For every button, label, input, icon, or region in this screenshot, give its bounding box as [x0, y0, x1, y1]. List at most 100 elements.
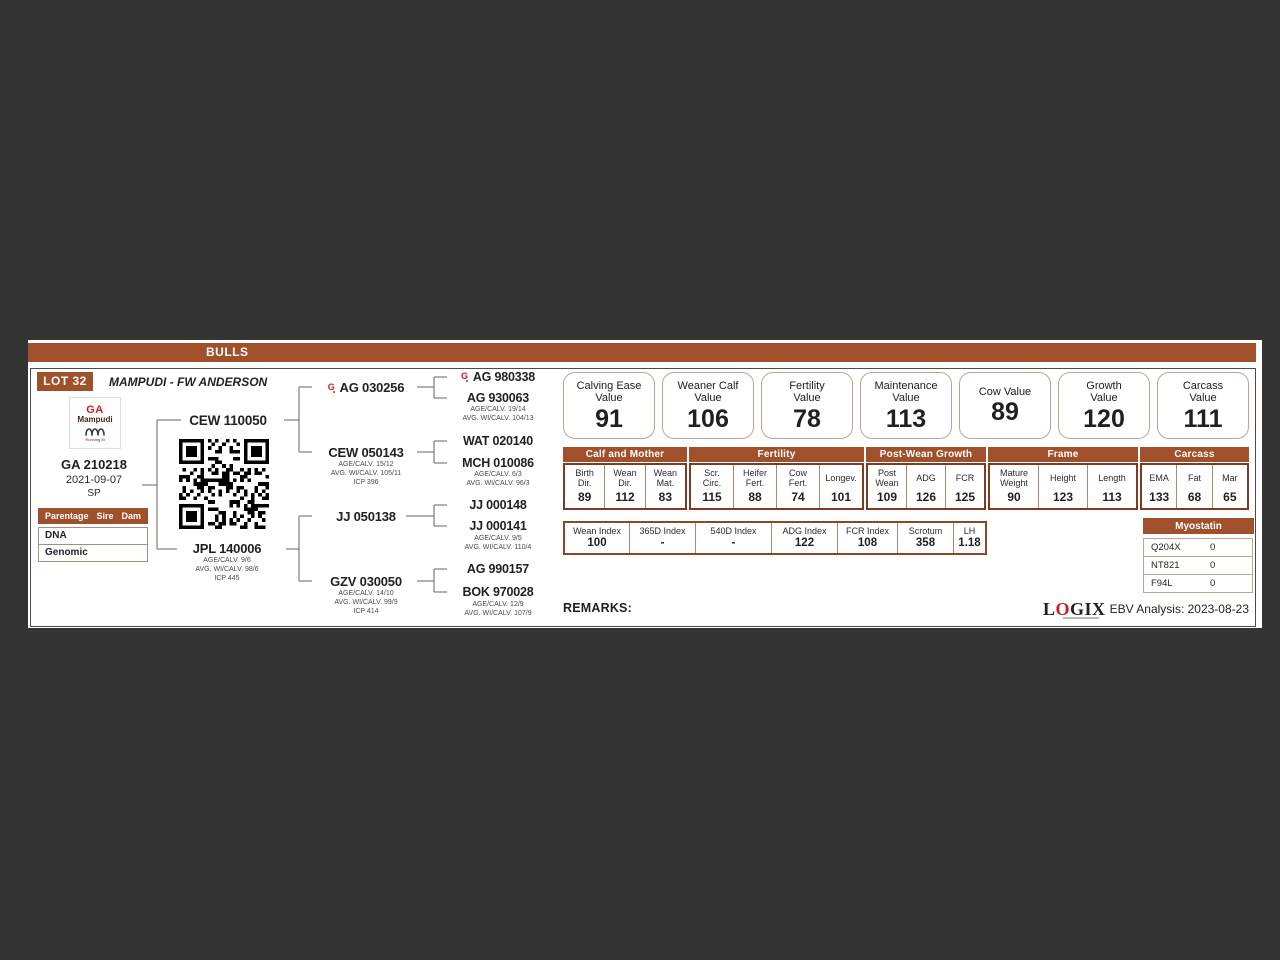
sire-dam-id: CEW 050143 — [328, 445, 404, 460]
gen3-id: AG 930063 — [466, 391, 530, 405]
section-title: BULLS — [206, 345, 249, 359]
value-box-fertility: Fertility Value 78 — [761, 372, 853, 439]
ebv-cell: ADG 126 — [906, 465, 945, 508]
index-cell: FCR Index 108 — [837, 523, 897, 553]
value-box-cow: Cow Value 89 — [959, 372, 1051, 439]
ebv-cell: Length 113 — [1087, 465, 1136, 508]
stud-logo-name: Mampudi — [77, 414, 113, 424]
parentage-col-sire: Sire — [96, 511, 114, 521]
index-cell: Scrotum 358 — [897, 523, 953, 553]
myostatin-row: NT821 0 — [1143, 556, 1253, 575]
index-cell: LH 1.18 — [953, 523, 985, 553]
catalog-page: BULLS LOT 32 MAMPUDI - FW ANDERSON — [28, 340, 1262, 628]
stat-line: AVG. WI/CALV. 110/4 — [464, 544, 532, 551]
stat-line: AGE/CALV. 15/12 — [338, 461, 394, 468]
ebv-cell: Longev. 101 — [819, 465, 862, 508]
stat-line: ICP 414 — [353, 608, 379, 615]
gen3-id: G AG 980338 — [461, 370, 535, 384]
myostatin-row: Q204X 0 — [1143, 538, 1253, 557]
stat-line: AGE/CALV. 14/10 — [338, 590, 394, 597]
subject-status: SP — [87, 488, 101, 499]
remarks-label: REMARKS: — [563, 601, 632, 615]
ebv-cell: Fat 68 — [1176, 465, 1211, 508]
running-m-brand-icon — [85, 427, 105, 436]
value-box-maintenance: Maintenance Value 113 — [860, 372, 952, 439]
ebv-cell: Birth Dir. 89 — [575, 467, 594, 505]
index-cell: 365D Index - — [629, 523, 695, 553]
value-box-growth: Growth Value 120 — [1058, 372, 1150, 439]
index-cell: ADG Index 122 — [771, 523, 837, 553]
dam-dam-id: GZV 030050 — [330, 574, 402, 589]
parentage-col-parentage: Parentage — [45, 511, 89, 521]
logix-logo-subtext — [1063, 617, 1099, 619]
dam-stat-line: AGE/CALV. 9/6 — [203, 557, 251, 564]
gen3-id: JJ 000148 — [469, 498, 527, 512]
subject-birth-date: 2021-09-07 — [65, 474, 123, 486]
lot-number-badge: LOT 32 — [37, 372, 93, 391]
performance-flag-icon: G — [327, 382, 335, 392]
lot-card: LOT 32 MAMPUDI - FW ANDERSON GA Mampudi … — [30, 368, 1256, 627]
stat-line: AVG. WI/CALV. 99/9 — [334, 599, 398, 606]
breeder-name: MAMPUDI - FW ANDERSON — [109, 375, 268, 389]
ebv-group-frame: Frame Mature Weight 90 Height 123 Length 11… — [988, 447, 1138, 510]
myostatin-row: F94L 0 — [1143, 574, 1253, 593]
parentage-col-dam: Dam — [121, 511, 141, 521]
ebv-cell: Height 123 — [1038, 465, 1087, 508]
gen3-id: MCH 010086 — [462, 456, 534, 470]
stat-line: AVG. WI/CALV. 107/9 — [464, 610, 532, 617]
section-header-bar: BULLS — [28, 343, 1256, 362]
stat-line: AGE/CALV. 6/3 — [474, 471, 522, 478]
index-table: Wean Index 100 365D Index - 540D Index - AD… — [563, 521, 987, 555]
parentage-table-header: Parentage Sire Dam — [38, 508, 148, 524]
ebv-cell: Heifer Fert. 88 — [733, 465, 776, 508]
ebv-cell: Post Wean 109 — [875, 467, 899, 505]
value-box-weaner-calf: Weaner Calf Value 106 — [662, 372, 754, 439]
dam-sire-id: JJ 050138 — [336, 509, 396, 524]
ebv-cell: Mature Weight 90 — [999, 467, 1028, 505]
stat-line: ICP 396 — [353, 479, 379, 486]
stat-line: AVG. WI/CALV. 96/3 — [466, 480, 530, 487]
gen3-id: JJ 000141 — [469, 519, 527, 533]
stat-line: AGE/CALV. 12/9 — [472, 601, 524, 608]
dam-stat-line: AVG. WI/CALV. 98/6 — [195, 566, 259, 573]
stud-logo-initials: GA — [86, 403, 104, 416]
gen3-id: BOK 970028 — [462, 585, 534, 599]
stat-line: AVG. WI/CALV. 105/11 — [330, 470, 402, 477]
value-box-calving-ease: Calving Ease Value 91 — [563, 372, 655, 439]
stat-line: AGE/CALV. 9/5 — [474, 535, 522, 542]
ebv-cell: Scr. Circ. 115 — [702, 467, 722, 505]
ebv-group-fertility: Fertility Scr. Circ. 115 Heifer Fert. 88 C… — [689, 447, 864, 510]
sire-sire-id: G AG 030256 — [327, 380, 405, 395]
ebv-cell: Cow Fert. 74 — [776, 465, 819, 508]
gen3-id: WAT 020140 — [462, 434, 534, 448]
stat-line: AVG. WI/CALV. 104/13 — [462, 415, 534, 422]
ebv-cell: Wean Dir. 112 — [604, 465, 644, 508]
gen3-id: AG 990157 — [466, 562, 530, 576]
qr-code — [179, 439, 269, 529]
stat-line: AGE/CALV. 19/14 — [470, 406, 526, 413]
ebv-group-calf-and-mother: Calf and Mother Birth Dir. 89 Wean Dir. 11… — [563, 447, 687, 510]
dam-stat-line: ICP 445 — [214, 575, 240, 582]
ebv-group-post-wean-growth: Post-Wean Growth Post Wean 109 ADG 126 FCR… — [866, 447, 986, 510]
stud-logo-caption: Running M — [85, 436, 105, 442]
logix-logo: LOGIX — [1043, 599, 1106, 619]
index-cell: Wean Index 100 — [573, 526, 621, 549]
sire-id: CEW 110050 — [189, 413, 267, 428]
performance-flag-icon: G — [461, 371, 468, 381]
subject-animal-id: GA 210218 — [60, 457, 127, 472]
ebv-analysis-date: EBV Analysis: 2023-08-23 — [1109, 602, 1249, 616]
ebv-cell: Wean Mat. 83 — [644, 465, 685, 508]
index-cell: 540D Index - — [695, 523, 771, 553]
ebv-cell: FCR 125 — [945, 465, 984, 508]
myostatin-header: Myostatin — [1143, 518, 1254, 534]
ebv-cell: EMA 133 — [1149, 472, 1170, 505]
ebv-group-carcass: Carcass EMA 133 Fat 68 Mar 65 — [1140, 447, 1249, 510]
parentage-row-genomic: Genomic — [38, 544, 148, 562]
parentage-row-dna: DNA — [38, 527, 148, 545]
stud-logo: GA Mampudi Running M — [69, 397, 121, 449]
value-box-carcass: Carcass Value 111 — [1157, 372, 1249, 439]
dam-id: JPL 140006 — [192, 541, 262, 556]
myostatin-table: Q204X 0 NT821 0 F94L 0 — [1143, 538, 1253, 593]
ebv-cell: Mar 65 — [1211, 465, 1247, 508]
